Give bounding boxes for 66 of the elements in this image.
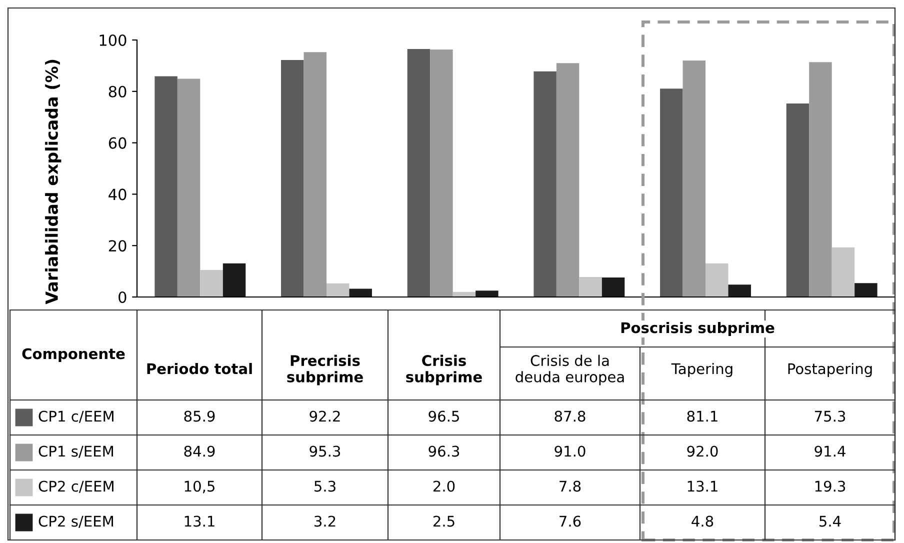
- data-label: 19.3: [815, 480, 846, 492]
- x-tick-label: Crisis subprime: [406, 354, 482, 386]
- bar: [326, 283, 350, 297]
- data-label: 87.8: [554, 410, 586, 422]
- data-label: 91.0: [554, 446, 586, 457]
- bar: [281, 60, 304, 297]
- data-label: 92.0: [687, 446, 718, 457]
- data-label: 13.1: [184, 516, 214, 527]
- data-label: 13.1: [688, 480, 718, 492]
- data-label: 7.6: [560, 516, 581, 527]
- legend-label: CP2 c/EEM: [38, 480, 114, 493]
- bar: [682, 60, 706, 297]
- data-label: 4.8: [692, 516, 714, 527]
- data-label: 84.9: [184, 446, 215, 457]
- bar: [786, 103, 810, 297]
- data-label: 2.5: [433, 516, 454, 527]
- y-tick-label: 40: [108, 188, 126, 200]
- data-label: 91.4: [814, 446, 846, 457]
- data-label: 7.8: [560, 480, 581, 492]
- bar: [854, 283, 878, 297]
- data-label: 96.3: [428, 446, 460, 457]
- bar: [556, 63, 580, 297]
- y-axis-title: Variabilidad explicada (%): [45, 60, 62, 304]
- y-tick-label: 20: [108, 240, 126, 252]
- data-label: 5.4: [820, 516, 841, 527]
- bar: [660, 88, 683, 297]
- y-tick-label: 80: [108, 86, 126, 98]
- x-tick-label: Tapering: [671, 362, 732, 378]
- data-label: 92.2: [310, 410, 340, 422]
- x-tick-label: Precrisis subprime: [287, 354, 363, 386]
- bar: [706, 263, 728, 297]
- data-label: 95.3: [310, 446, 340, 457]
- data-label: 10,5: [184, 480, 214, 494]
- bar: [222, 263, 246, 297]
- data-label: 75.3: [814, 410, 846, 422]
- legend-label: CP1 s/EEM: [38, 446, 113, 458]
- bar: [407, 48, 430, 297]
- data-label: 3.2: [314, 516, 336, 527]
- text: Poscrisis subprime: [621, 322, 774, 336]
- legend-label: CP1 c/EEM: [38, 410, 114, 423]
- x-tick-label: Crisis de la deuda europea: [516, 354, 624, 386]
- bar: [200, 270, 223, 297]
- data-label: 96.5: [428, 410, 459, 422]
- bar: [728, 284, 751, 297]
- data-label: 5.3: [314, 480, 336, 492]
- x-tick-label: Postapering: [788, 362, 872, 378]
- y-tick-label: 60: [108, 137, 126, 149]
- bar: [534, 71, 556, 297]
- data-label: 81.1: [687, 410, 718, 422]
- text: Componente: [22, 348, 125, 362]
- bar: [304, 52, 326, 297]
- bar: [154, 76, 178, 297]
- bar: [349, 288, 372, 297]
- bar: [579, 276, 602, 297]
- bar: [832, 247, 855, 297]
- data-label: 85.9: [184, 410, 215, 422]
- x-tick-label: Periodo total: [147, 362, 252, 374]
- bar: [602, 277, 625, 297]
- bar: [430, 50, 453, 297]
- bar: [476, 290, 498, 297]
- legend-label: CP2 s/EEM: [38, 516, 113, 528]
- bar: [177, 78, 200, 297]
- y-tick-label: 0: [118, 291, 126, 304]
- y-tick-label: 100: [100, 34, 126, 46]
- bar: [809, 62, 832, 297]
- data-label: 2.0: [433, 480, 455, 492]
